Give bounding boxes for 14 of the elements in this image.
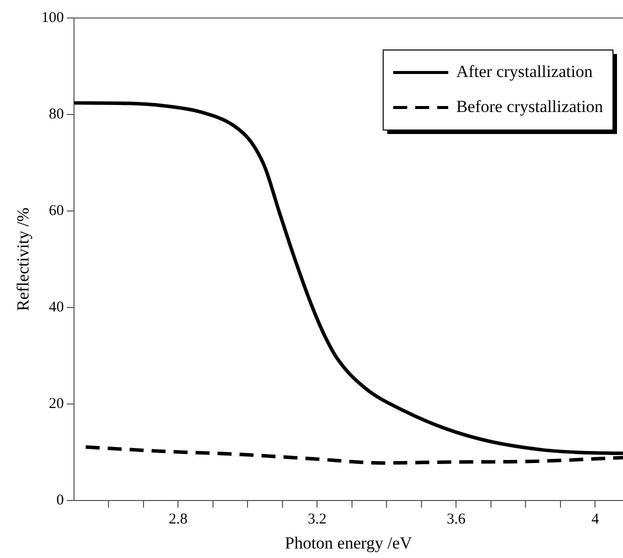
- y-tick-label: 100: [41, 10, 64, 26]
- x-tick-label: 3.6: [446, 512, 466, 528]
- y-tick-label: 0: [56, 492, 64, 509]
- x-tick-label: 2.8: [168, 512, 188, 528]
- x-axis-title: Photon energy /eV: [284, 533, 413, 552]
- y-tick-label: 40: [48, 299, 64, 316]
- legend-label: After crystallization: [456, 62, 594, 81]
- legend-label: Before crystallization: [456, 96, 604, 116]
- y-tick-label: 80: [48, 106, 64, 122]
- y-axis-title: Reflectivity /%: [14, 208, 33, 311]
- y-tick-label: 20: [48, 396, 64, 412]
- x-tick-label: 3.2: [308, 512, 327, 528]
- y-tick-label: 60: [48, 202, 64, 219]
- x-tick-label: 4: [591, 512, 600, 528]
